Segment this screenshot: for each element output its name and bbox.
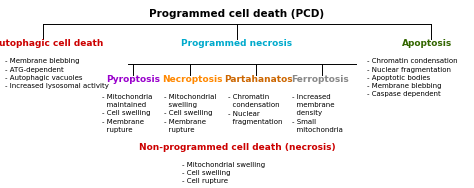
Text: Necroptosis: Necroptosis <box>162 75 222 84</box>
Text: Ferroptosis: Ferroptosis <box>291 75 349 84</box>
Text: Pyroptosis: Pyroptosis <box>106 75 160 84</box>
Text: Autophagic cell death: Autophagic cell death <box>0 39 103 49</box>
Text: - Chromatin
  condensation
- Nuclear
  fragmentation: - Chromatin condensation - Nuclear fragm… <box>228 94 282 125</box>
Text: Non-programmed cell death (necrosis): Non-programmed cell death (necrosis) <box>139 143 335 152</box>
Text: - Chromatin condensation
- Nuclear fragmentation
- Apoptotic bodies
- Membrane b: - Chromatin condensation - Nuclear fragm… <box>367 58 458 97</box>
Text: - Mitochondrial swelling
- Cell swelling
- Cell rupture: - Mitochondrial swelling - Cell swelling… <box>182 162 265 184</box>
Text: Partahanatos: Partahanatos <box>224 75 292 84</box>
Text: Programmed necrosis: Programmed necrosis <box>182 39 292 49</box>
Text: - Mitochondrial
  swelling
- Cell swelling
- Membrane
  rupture: - Mitochondrial swelling - Cell swelling… <box>164 94 216 133</box>
Text: - Increased
  membrane
  density
- Small
  mitochondria: - Increased membrane density - Small mit… <box>292 94 342 133</box>
Text: Programmed cell death (PCD): Programmed cell death (PCD) <box>149 9 325 19</box>
Text: - Membrane blebbing
- ATG-dependent
- Autophagic vacuoles
- Increased lysosomal : - Membrane blebbing - ATG-dependent - Au… <box>5 58 109 89</box>
Text: - Mitochondria
  maintained
- Cell swelling
- Membrane
  rupture: - Mitochondria maintained - Cell swellin… <box>102 94 152 133</box>
Text: Apoptosis: Apoptosis <box>401 39 452 49</box>
